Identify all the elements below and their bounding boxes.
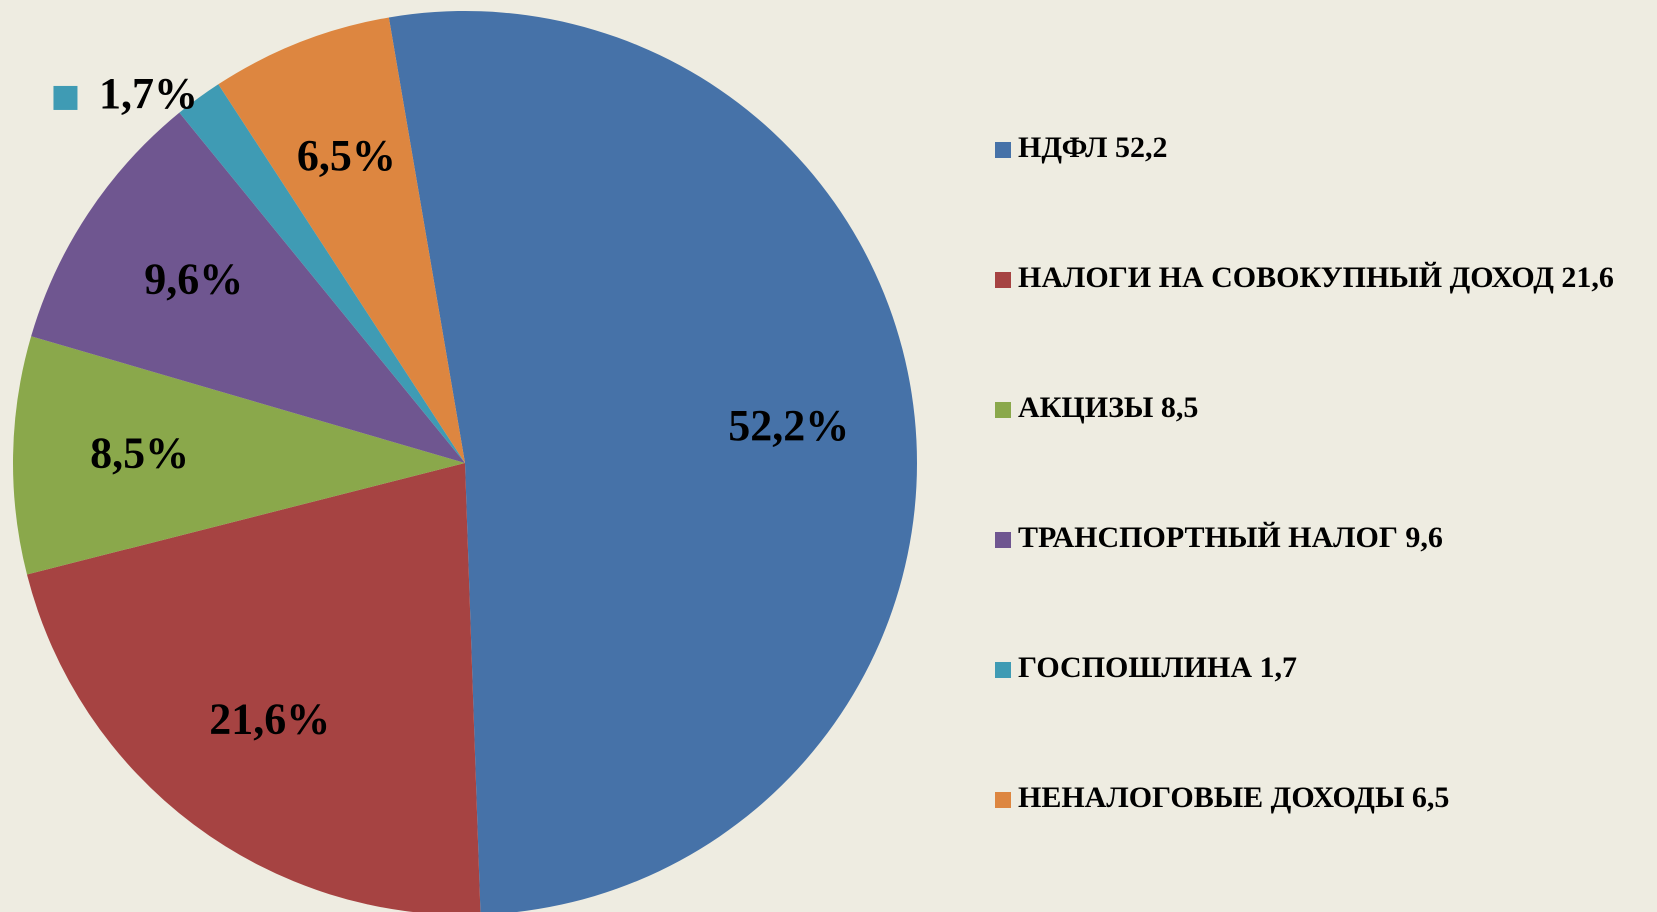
legend-key <box>995 532 1011 548</box>
data-label: 6,5% <box>297 131 396 180</box>
legend-key <box>995 402 1011 418</box>
pie-slice <box>26 463 481 912</box>
data-label: 1,7% <box>99 69 198 118</box>
legend-label: НЕНАЛОГОВЫЕ ДОХОДЫ 6,5 <box>1018 781 1449 814</box>
pie-slice <box>388 11 917 912</box>
legend-key <box>995 142 1011 158</box>
pie-slice <box>179 84 465 464</box>
data-label: 21,6% <box>209 694 330 743</box>
data-label-key <box>53 85 78 110</box>
pie-slice <box>31 112 466 464</box>
legend-label: НДФЛ 52,2 <box>1018 131 1167 164</box>
legend-label: ГОСПОШЛИНА 1,7 <box>1018 651 1297 684</box>
pie-slice <box>218 17 465 463</box>
legend-label: НАЛОГИ НА СОВОКУПНЫЙ ДОХОД 21,6 <box>1018 261 1614 294</box>
legend-key <box>995 272 1011 288</box>
data-label: 8,5% <box>90 428 189 477</box>
data-label: 52,2% <box>728 401 849 450</box>
legend-key <box>995 662 1011 678</box>
legend-label: АКЦИЗЫ 8,5 <box>1018 391 1198 424</box>
pie-slice <box>12 336 465 575</box>
legend-label: ТРАНСПОРТНЫЙ НАЛОГ 9,6 <box>1018 521 1443 554</box>
legend-key <box>995 792 1011 808</box>
data-label: 9,6% <box>144 254 243 303</box>
